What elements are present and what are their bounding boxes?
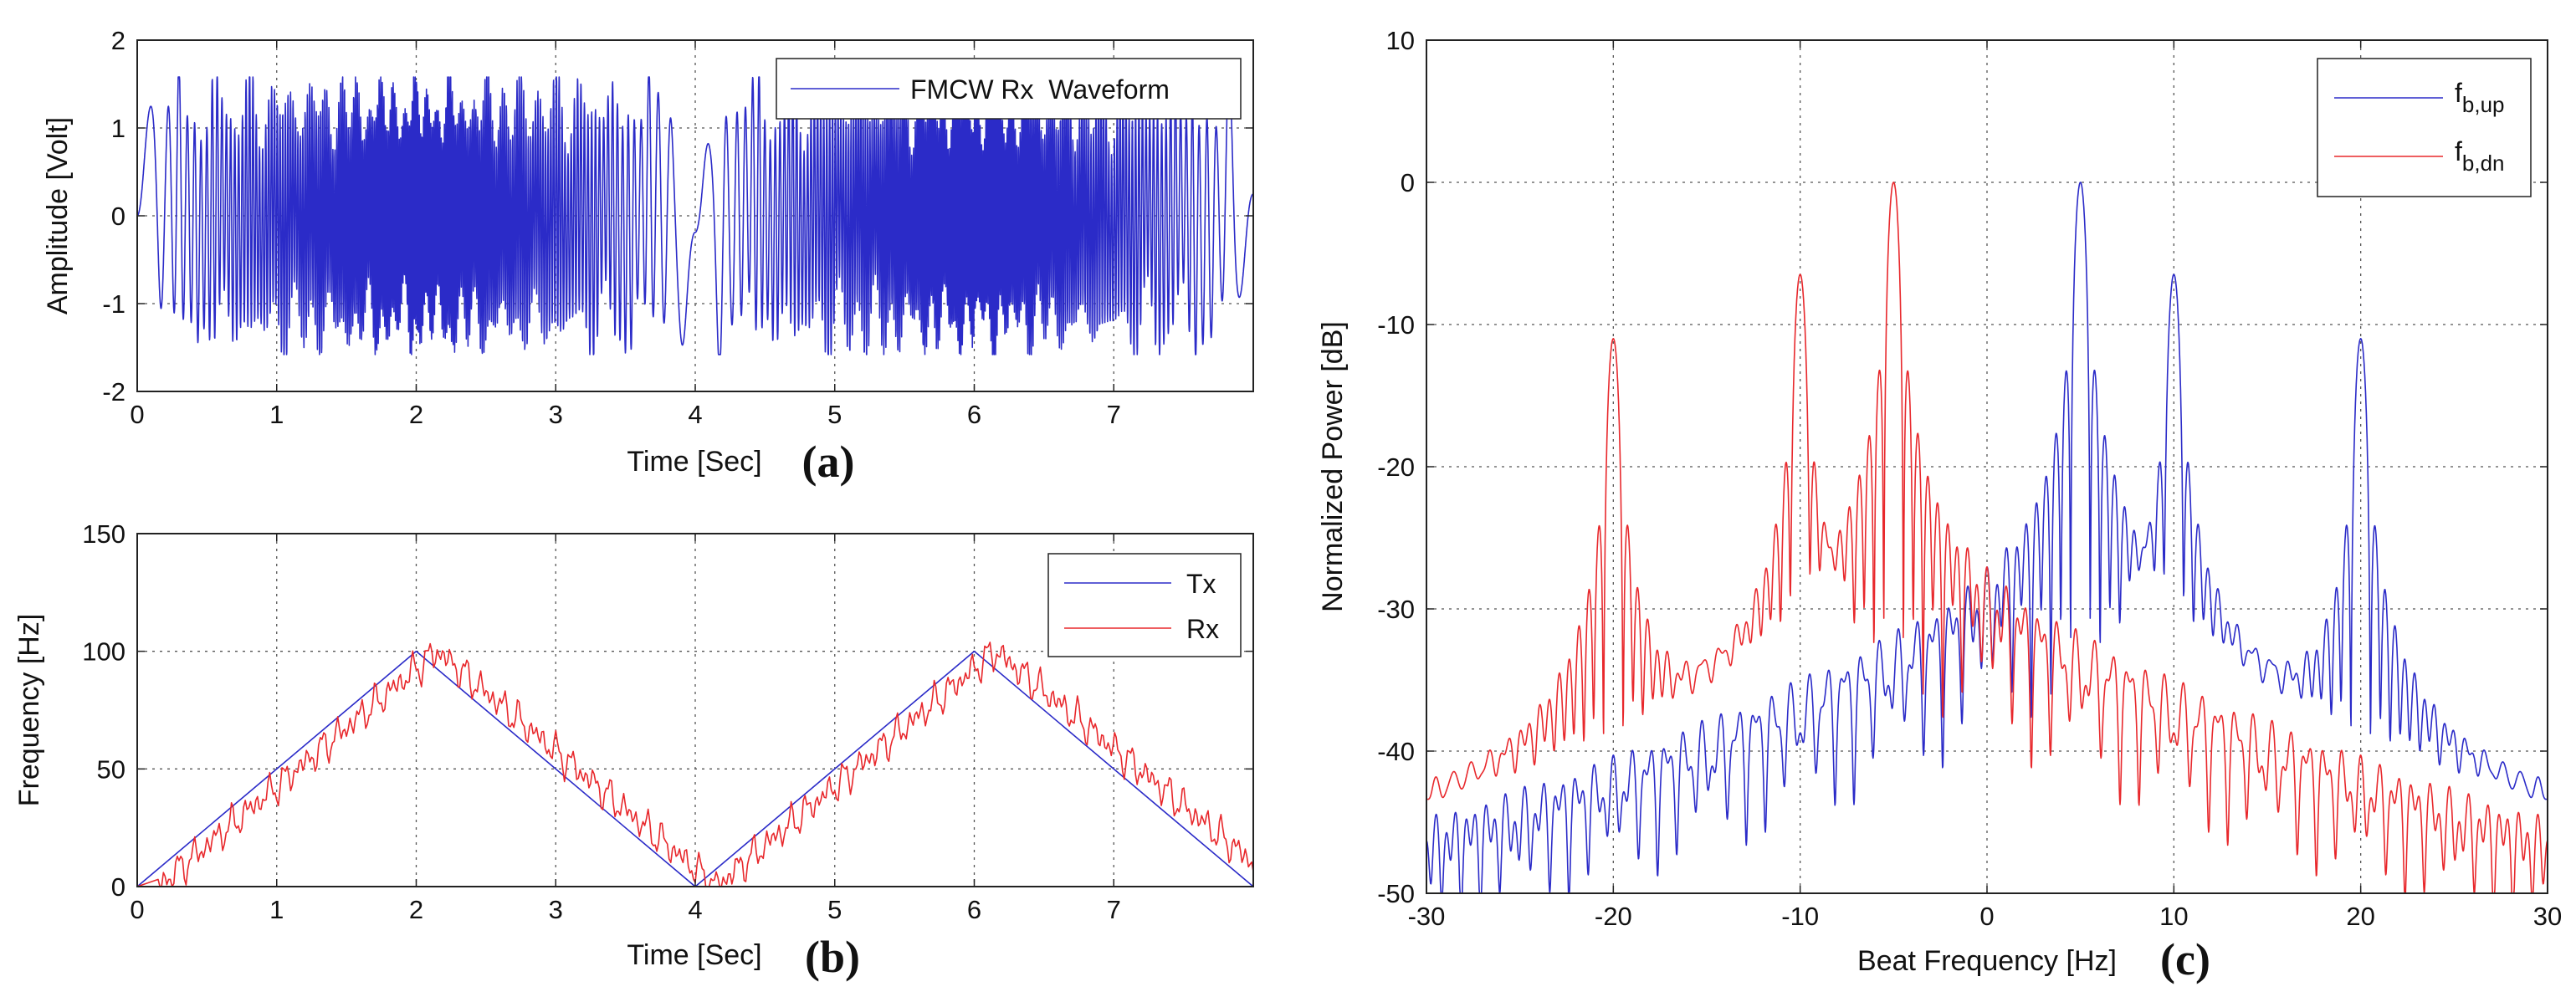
x-tick-label: 5 [827,895,842,924]
x-tick-label: 4 [688,895,702,924]
x-axis-label-c: Beat Frequency [Hz] [1857,945,2117,977]
x-tick-label: 7 [1107,400,1121,429]
legend-label-fb-up: fb,up [2455,78,2505,117]
y-tick-label: 100 [82,637,125,667]
y-axis-label-c: Normalized Power [dB] [1317,321,1349,612]
legend-b: Tx Rx [1047,553,1242,657]
x-tick-label: 20 [2346,902,2374,931]
y-tick-label: -10 [1377,310,1415,340]
legend-label-tx: Tx [1186,569,1216,599]
x-tick-label: 6 [967,895,981,924]
legend-c: fb,up fb,dn [2317,58,2532,197]
legend-label-fb-dn-main: f [2455,136,2462,166]
plot-frame-c [1426,39,2548,894]
y-axis-label-b: Frequency [Hz] [13,614,45,807]
legend-label-fb-up-sub: b,up [2462,92,2505,117]
x-tick-label: 1 [269,895,284,924]
y-tick-label: 150 [82,519,125,549]
legend-label-fb-dn-sub: b,dn [2462,151,2505,176]
panel-label-b: (b) [805,932,860,982]
y-tick-label: 0 [1401,168,1415,197]
x-tick-label: 7 [1107,895,1121,924]
x-tick-label: 3 [549,895,563,924]
legend-label-rx-waveform: FMCW Rx Waveform [910,74,1170,105]
legend-label-rx: Rx [1186,614,1219,644]
series-line-rx [136,642,1254,887]
x-tick-label: -20 [1595,902,1632,931]
x-tick-label: 30 [2533,902,2562,931]
x-tick-label: 5 [827,400,842,429]
y-tick-label: -40 [1377,737,1415,766]
y-tick-label: 2 [111,26,125,55]
y-tick-label: 1 [111,114,125,143]
x-tick-label: -10 [1781,902,1819,931]
x-tick-label: 1 [269,400,284,429]
series-line-rx-waveform [136,76,1254,355]
x-tick-label: 0 [1979,902,1994,931]
y-tick-label: -1 [102,289,125,319]
x-tick-label: 3 [549,400,563,429]
x-tick-label: 0 [130,400,144,429]
x-tick-label: 10 [2159,902,2188,931]
panel-label-c: (c) [2160,934,2210,984]
legend-a: FMCW Rx Waveform [776,58,1242,120]
plot-frame-a [136,39,1254,392]
y-tick-label: 50 [97,754,125,784]
legend-label-fb-dn: fb,dn [2455,136,2505,176]
y-tick-label: 0 [111,872,125,902]
x-axis-label-a: Time [Sec] [627,446,761,478]
x-tick-label: 6 [967,400,981,429]
series-line-fb-dn [1426,182,2548,894]
y-tick-label: -50 [1377,879,1415,908]
y-tick-label: -30 [1377,595,1415,624]
x-tick-label: 2 [409,400,423,429]
y-tick-label: -2 [102,377,125,406]
panel-label-a: (a) [802,437,855,487]
legend-label-fb-up-main: f [2455,78,2462,108]
x-tick-label: 4 [688,400,702,429]
chart-panel-b: 0 1 2 3 4 5 6 7 0 50 100 150 Time [Sec] Frequency [… [13,519,1254,982]
plot-frame-b [136,533,1254,887]
y-tick-label: 10 [1386,26,1415,55]
y-tick-label: -20 [1377,452,1415,482]
x-axis-label-b: Time [Sec] [627,939,761,971]
y-tick-label: 0 [111,202,125,231]
x-tick-label: 0 [130,895,144,924]
chart-panel-c: -30 -20 -10 0 10 20 30 -50 -40 -30 -20 -10 0 10 Beat … [1317,26,2562,984]
chart-panel-a: 0 1 2 3 4 5 6 7 -2 -1 0 1 2 Time [Sec] Amplitude [Vo… [42,26,1254,487]
x-tick-label: 2 [409,895,423,924]
y-axis-label-a: Amplitude [Volt] [42,117,74,314]
x-tick-label: -30 [1408,902,1446,931]
